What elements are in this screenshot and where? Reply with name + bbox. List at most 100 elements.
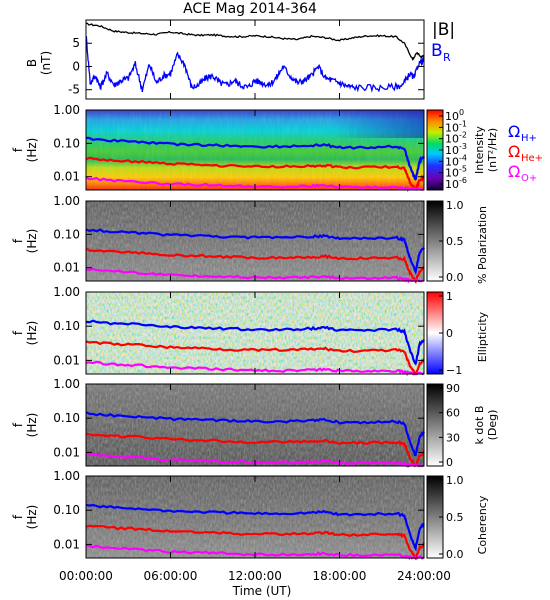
cbar-tick-label: 0.0	[446, 271, 464, 284]
intensity-tail-shade	[332, 110, 424, 138]
polarization-ylabel: f	[11, 238, 25, 243]
x-tick-label: 18:00:00	[313, 569, 367, 583]
x-axis-label: Time (UT)	[232, 584, 292, 598]
x-tick-label: 00:00:00	[59, 569, 113, 583]
cbar-label-kdotb-unit: (Deg)	[486, 410, 499, 441]
legend-omega-o-sub: O+	[521, 173, 537, 184]
x-tick-label: 24:00:00	[397, 569, 451, 583]
polarization-ylabel-unit: (Hz)	[25, 229, 39, 254]
field-ytick-label: -5	[68, 83, 80, 97]
ellipticity-ytick-label: 1.00	[53, 285, 80, 299]
cbar-tick-label: 10	[445, 144, 459, 157]
legend-omega-he: Ω	[508, 142, 520, 161]
field-ytick-label: 5	[72, 36, 80, 50]
kdotb-ytick-label: 1.00	[53, 377, 80, 391]
legend-omega-he-sub: He+	[521, 153, 543, 164]
cbar-tick-label: 1.0	[446, 474, 464, 487]
cbar-tick-label: 10	[445, 110, 459, 123]
kdotb-overlay-he	[85, 432, 425, 468]
kdotb-ytick-label: 0.01	[53, 445, 80, 459]
coherency-ytick-label: 1.00	[53, 469, 80, 483]
intensity-overlay-o	[85, 176, 425, 193]
kdotb-overlay-o	[85, 452, 425, 468]
intensity-ytick-label: 0.10	[53, 136, 80, 150]
polarization-overlay-he	[85, 247, 425, 284]
polarization-overlay-o	[85, 267, 425, 284]
ellipticity-overlay-he	[85, 340, 425, 375]
ellipticity-ytick-label: 0.10	[53, 319, 80, 333]
coherency-ytick-label: 0.01	[53, 537, 80, 551]
ellipticity-overlay-o	[85, 360, 425, 377]
kdotb-ytick-label: 0.10	[53, 411, 80, 425]
x-tick-label: 12:00:00	[228, 569, 282, 583]
series-line-b-r	[85, 35, 425, 93]
coherency-overlay-h	[85, 503, 425, 552]
intensity-ytick-label: 1.00	[53, 103, 80, 117]
polarization-ytick-label: 0.01	[53, 261, 80, 275]
cbar-tick-label: 0	[446, 327, 453, 340]
kdotb-colorbar	[426, 383, 444, 467]
field-ytick-label: 0	[72, 59, 80, 73]
cbar-tick-label: 0.0	[446, 548, 464, 561]
cbar-tick-exp: -5	[459, 165, 467, 174]
legend-omega-h: Ω	[508, 122, 520, 141]
kdotb-ylabel-unit: (Hz)	[25, 413, 39, 438]
cbar-tick-label: 1	[446, 290, 453, 303]
cbar-tick-label: 10	[445, 178, 459, 191]
x-tick-labels: 00:00:00 06:00:00 12:00:00 18:00:00 24:00:00	[59, 569, 451, 583]
polarization-overlay-h	[85, 228, 425, 276]
cbar-tick-label: −1	[446, 364, 462, 377]
ellipticity-texture	[86, 292, 424, 374]
cbar-tick-label: 0	[446, 456, 453, 469]
cbar-tick-label: 30	[446, 431, 460, 444]
cbar-tick-exp: 0	[459, 108, 464, 117]
cbar-label-ellipticity: Ellipticity	[476, 311, 489, 362]
legend-b-r: B	[431, 41, 443, 61]
intensity-ytick-label: 0.01	[53, 170, 80, 184]
coherency-texture	[86, 476, 424, 558]
cbar-tick-label: 90	[446, 382, 460, 395]
coherency-ytick-label: 0.10	[53, 503, 80, 517]
cbar-tick-label: 1.0	[446, 199, 464, 212]
kdotb-ylabel: f	[11, 422, 25, 427]
cbar-tick-label: 10	[445, 167, 459, 180]
legend-omega-o: Ω	[508, 162, 520, 181]
ellipticity-ylabel: f	[11, 330, 25, 335]
cbar-label-polarization: % Polarization	[476, 206, 489, 284]
field-ylabel: B (nT)	[25, 51, 53, 75]
polarization-texture	[86, 201, 424, 281]
cbar-tick-exp: -6	[459, 176, 467, 185]
cbar-label-intensity-unit: (nT²/Hz)	[486, 128, 499, 172]
cbar-tick-label: 10	[445, 133, 459, 146]
cbar-tick-exp: -1	[459, 119, 467, 128]
cbar-tick-label: 0.5	[446, 235, 464, 248]
ellipticity-overlay-h	[85, 319, 425, 366]
field-legend: |B| B R	[431, 20, 455, 64]
cbar-tick-exp: -2	[459, 131, 467, 140]
cbar-tick-label: 0.5	[446, 511, 464, 524]
legend-omega-h-sub: H+	[521, 133, 537, 144]
kdotb-texture	[86, 384, 424, 466]
legend-b-total: |B|	[432, 20, 455, 40]
cbar-tick-label: 10	[445, 155, 459, 168]
kdotb-overlay-h	[85, 411, 425, 456]
field-ylabel-top: B	[25, 59, 39, 67]
ellipticity-ytick-label: 0.01	[53, 353, 80, 367]
chart-title: ACE Mag 2014-364	[183, 1, 317, 17]
intensity-ylabel-unit: (Hz)	[25, 138, 39, 163]
cbar-tick-exp: -4	[459, 153, 467, 162]
coherency-ylabel-unit: (Hz)	[25, 505, 39, 530]
cbar-label-intensity: Intensity	[473, 126, 486, 174]
cbar-tick-label: 10	[445, 121, 459, 134]
field-ylabel-unit: (nT)	[39, 51, 53, 75]
intensity-ylabel: f	[11, 147, 25, 152]
cbar-tick-label: 60	[446, 407, 460, 420]
coherency-ylabel: f	[11, 514, 25, 519]
intensity-overlay-he	[85, 156, 425, 191]
coherency-overlay-o	[86, 544, 425, 561]
omega-legend: Ω H+ Ω He+ Ω O+	[508, 122, 543, 184]
cbar-label-kdotb: k dot B	[473, 406, 486, 445]
x-tick-label: 06:00:00	[144, 569, 198, 583]
cbar-tick-exp: -3	[459, 142, 467, 151]
